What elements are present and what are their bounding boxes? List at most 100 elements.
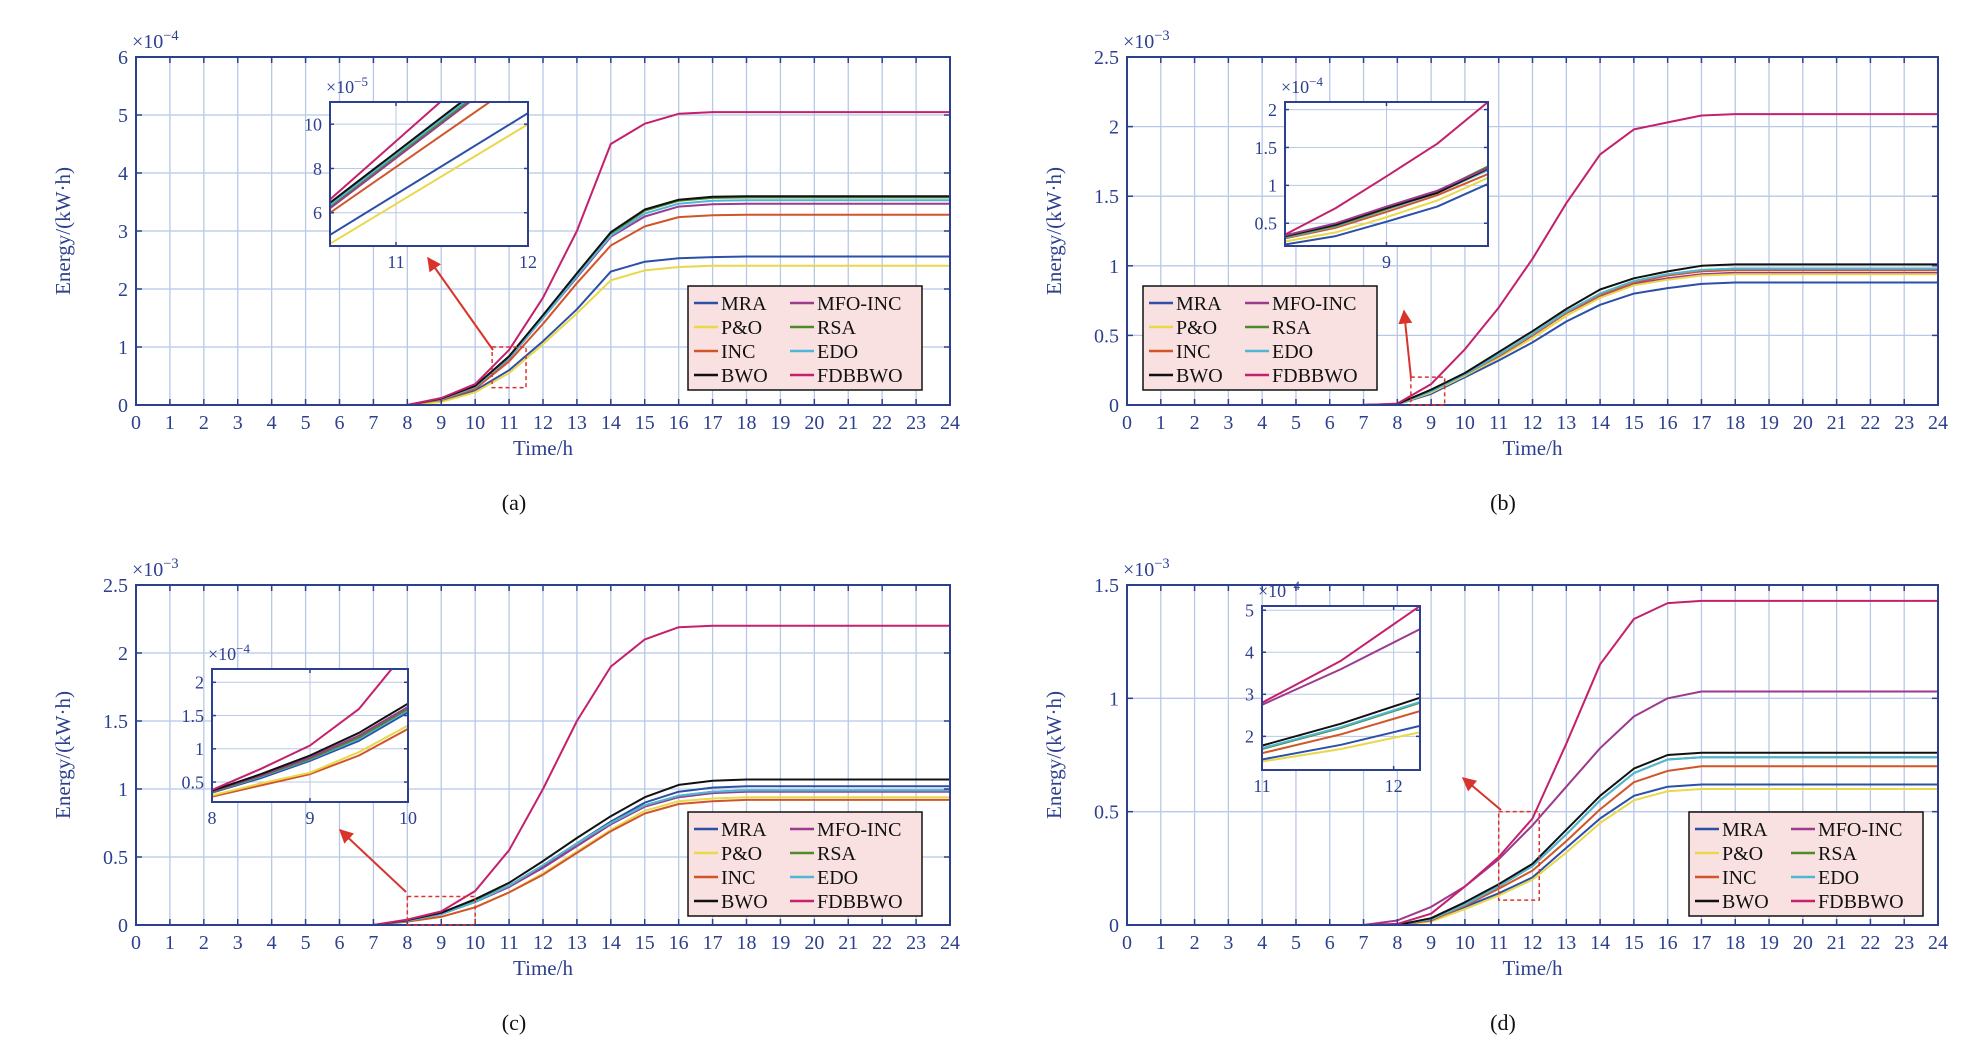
- chart-d-inset-series-bwo: [1262, 696, 1420, 747]
- chart-a-legend-label-p-o: P&O: [721, 317, 762, 339]
- chart-c-inset-xtick-label: 10: [399, 808, 417, 828]
- chart-a-exponent-power: −4: [163, 28, 178, 44]
- chart-b-exponent-label: ×10−3: [1123, 28, 1170, 53]
- chart-c-zoom-arrow: [338, 829, 407, 893]
- chart-c-inset-xtick-label: 9: [306, 808, 315, 828]
- chart-d-xtick-label: 15: [1624, 932, 1644, 954]
- chart-c-ytick-label: 1: [118, 779, 128, 801]
- chart-a-xtick-label: 7: [368, 412, 378, 434]
- chart-a-inset-xtick-label: 11: [387, 252, 404, 272]
- chart-d-legend-label-p-o: P&O: [1722, 843, 1763, 865]
- chart-b-xtick-label: 19: [1759, 412, 1779, 434]
- chart-d-ytick-label: 0.5: [1094, 802, 1119, 824]
- chart-d-xtick-label: 4: [1257, 932, 1267, 954]
- chart-c-xtick-label: 1: [165, 932, 175, 954]
- chart-d-xtick-label: 24: [1928, 932, 1948, 954]
- chart-c-legend-label-inc: INC: [721, 867, 755, 889]
- chart-a: 0 1 2 3 4 5 6 7 8 9 10 11 12 13 14 15 16 17 18 19 20 21 22 23 24…: [51, 28, 960, 515]
- chart-c-inset-exponent-power: −4: [236, 641, 250, 656]
- chart-b-inset-ytick-label: 1: [1268, 176, 1277, 196]
- chart-c-xtick-label: 23: [906, 932, 926, 954]
- chart-b-series-p-o: [1127, 273, 1938, 405]
- chart-a-inset-series-mfo-inc: [330, 102, 472, 210]
- chart-a-xlabel: Time/h: [513, 436, 573, 460]
- chart-d-legend-label-inc: INC: [1722, 867, 1756, 889]
- chart-a-inset-frame: [329, 101, 529, 247]
- chart-b-xtick-label: 23: [1894, 412, 1914, 434]
- chart-a-zoom-box: [491, 346, 527, 389]
- chart-a-xtick-label: 23: [906, 412, 926, 434]
- chart-c-legend-label-p-o: P&O: [721, 843, 762, 865]
- chart-d-xtick-label: 22: [1860, 932, 1880, 954]
- chart-d-xtick-label: 7: [1359, 932, 1369, 954]
- chart-d-inset-frame: [1261, 605, 1421, 771]
- chart-c-series-inc: [136, 798, 950, 925]
- chart-b-ytick-label: 0: [1109, 395, 1119, 417]
- chart-d-xtick-label: 1: [1156, 932, 1166, 954]
- chart-c-legend-label-rsa: RSA: [817, 843, 856, 865]
- chart-c-series-edo: [136, 789, 950, 925]
- chart-a-legend: MRA MFO-INC P&O RSA INC EDO BWO FDBBWO: [687, 285, 923, 391]
- chart-c-series-group: [136, 624, 950, 925]
- chart-d-legend-label-mfo-inc: MFO-INC: [1818, 819, 1902, 841]
- chart-c-xtick-label: 22: [872, 932, 892, 954]
- chart-d-xtick-label: 9: [1426, 932, 1436, 954]
- chart-a-xtick-label: 2: [199, 412, 209, 434]
- chart-d-inset-series-mfo-inc: [1262, 628, 1420, 706]
- chart-c-inset-ytick-label: 2: [195, 673, 204, 693]
- chart-b-ytick-label: 2.5: [1094, 47, 1119, 69]
- chart-b-inset-ytick-label: 0.5: [1255, 214, 1278, 234]
- chart-c-xtick-label: 13: [567, 932, 587, 954]
- chart-d-xtick-label: 16: [1658, 932, 1678, 954]
- chart-b-inset-series-mfo-inc: [1285, 166, 1488, 237]
- chart-a-legend-label-bwo: BWO: [721, 365, 768, 387]
- chart-b-legend: MRA MFO-INC P&O RSA INC EDO BWO FDBBWO: [1142, 285, 1378, 391]
- chart-c-xtick-label: 14: [601, 932, 621, 954]
- chart-b-legend-label-edo: EDO: [1272, 341, 1313, 363]
- chart-a-inset-series-edo: [330, 102, 467, 206]
- chart-d-inset-ytick-label: 3: [1245, 685, 1254, 705]
- chart-b-inset-series-mra: [1285, 182, 1488, 246]
- chart-b-zoom-arrow: [1398, 309, 1413, 379]
- chart-a-xtick-label: 6: [335, 412, 345, 434]
- chart-a-xtick-label: 18: [737, 412, 757, 434]
- chart-b-series-mra: [1127, 281, 1938, 405]
- chart-b-legend-label-mfo-inc: MFO-INC: [1272, 293, 1356, 315]
- chart-a-zoom-arrow: [427, 256, 494, 351]
- chart-d-inset-ytick-label: 4: [1245, 643, 1254, 663]
- chart-a-legend-label-mfo-inc: MFO-INC: [817, 293, 901, 315]
- chart-d-inset-ytick-label: 5: [1245, 601, 1254, 621]
- chart-b-inset-ytick-label: 1.5: [1255, 138, 1278, 158]
- chart-c-ytick-label: 0: [118, 915, 128, 937]
- chart-a-ytick-label: 3: [118, 221, 128, 243]
- chart-b-legend-label-mra: MRA: [1176, 293, 1222, 315]
- chart-b-xtick-label: 2: [1190, 412, 1200, 434]
- chart-b-caption: (b): [1490, 490, 1516, 515]
- chart-b-inset-ytick-label: 2: [1268, 100, 1277, 120]
- chart-a-xtick-label: 10: [465, 412, 485, 434]
- chart-b-xtick-label: 3: [1223, 412, 1233, 434]
- chart-d-xtick-label: 10: [1455, 932, 1475, 954]
- chart-d-xtick-label: 13: [1556, 932, 1576, 954]
- chart-b-inset: 90.511.52×10−4: [1255, 74, 1489, 272]
- chart-a-ytick-label: 6: [118, 47, 128, 69]
- chart-d-xlabel: Time/h: [1503, 956, 1563, 980]
- chart-c-xtick-label: 0: [131, 932, 141, 954]
- chart-c-inset-series-mfo-inc: [212, 706, 408, 793]
- chart-b-xtick-label: 22: [1860, 412, 1880, 434]
- chart-c-legend-label-mfo-inc: MFO-INC: [817, 819, 901, 841]
- chart-b-xlabel: Time/h: [1503, 436, 1563, 460]
- chart-b-xtick-label: 24: [1928, 412, 1948, 434]
- chart-d-series-mfo-inc: [1127, 690, 1938, 925]
- chart-c-xtick-label: 16: [669, 932, 689, 954]
- chart-c-xtick-label: 18: [737, 932, 757, 954]
- chart-c-inset-series-p-o: [212, 724, 408, 797]
- chart-a-inset-ytick-label: 8: [313, 159, 322, 179]
- chart-d-xtick-label: 23: [1894, 932, 1914, 954]
- chart-d-zoom-box: [1497, 810, 1541, 901]
- chart-c-xtick-label: 21: [838, 932, 858, 954]
- chart-a-legend-label-rsa: RSA: [817, 317, 856, 339]
- chart-b-legend-label-rsa: RSA: [1272, 317, 1311, 339]
- chart-a-ytick-label: 2: [118, 279, 128, 301]
